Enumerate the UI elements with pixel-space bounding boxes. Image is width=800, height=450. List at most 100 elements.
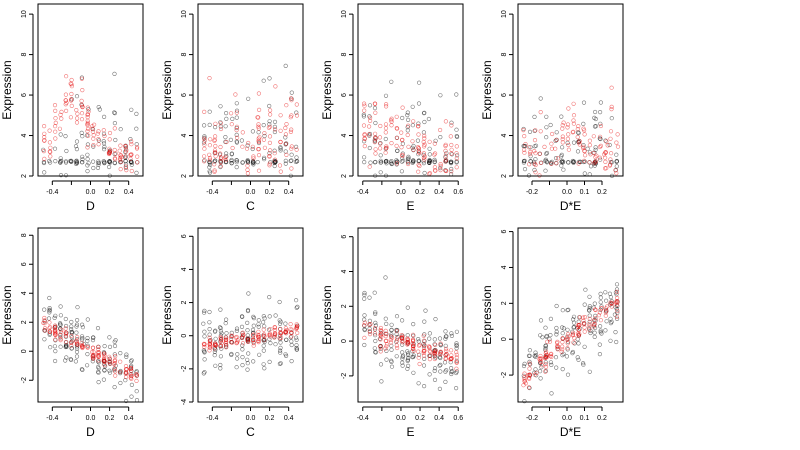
red-point: [591, 150, 596, 156]
red-point: [378, 349, 383, 354]
black-point: [273, 342, 278, 347]
black-point: [58, 335, 63, 340]
black-point: [268, 341, 273, 346]
red-point: [117, 148, 122, 153]
black-point: [395, 159, 400, 164]
red-point: [394, 338, 400, 343]
black-point: [544, 151, 549, 156]
red-point: [224, 335, 229, 340]
red-point: [421, 349, 426, 354]
black-point: [389, 159, 394, 164]
black-point: [544, 150, 550, 156]
black-point: [245, 367, 250, 372]
red-point: [256, 91, 262, 96]
red-point: [86, 133, 91, 138]
red-point: [52, 102, 58, 108]
red-point: [63, 102, 68, 107]
black-point: [422, 384, 427, 389]
black-point: [378, 330, 383, 336]
red-point: [378, 328, 383, 333]
red-point: [560, 134, 565, 139]
black-point: [571, 314, 577, 319]
red-point: [91, 353, 96, 358]
red-point: [80, 344, 85, 349]
red-point: [549, 354, 554, 360]
red-point: [75, 111, 80, 116]
red-point: [432, 348, 438, 353]
black-point: [289, 96, 294, 101]
red-point: [261, 327, 266, 332]
black-point: [582, 159, 588, 164]
black-point: [234, 101, 239, 106]
red-point: [582, 149, 587, 154]
black-point: [63, 159, 69, 164]
red-point: [565, 341, 570, 346]
black-point: [367, 103, 373, 108]
black-point: [597, 136, 602, 141]
black-point: [405, 358, 410, 364]
red-point: [113, 354, 118, 359]
red-point: [268, 334, 273, 339]
y-tick-label: 2: [181, 301, 188, 305]
black-point: [219, 346, 224, 351]
red-point: [278, 169, 283, 174]
red-point: [63, 92, 68, 97]
black-point: [261, 362, 266, 367]
red-point: [218, 151, 223, 156]
black-point: [128, 359, 134, 364]
red-point: [576, 161, 581, 166]
black-point: [294, 335, 299, 340]
red-point: [373, 110, 378, 115]
black-point: [405, 159, 410, 164]
black-point: [561, 167, 566, 172]
red-point: [421, 338, 427, 343]
red-point: [284, 328, 289, 333]
black-point: [74, 354, 80, 359]
y-axis-label: Expression: [160, 60, 174, 119]
black-point: [576, 159, 582, 164]
black-point: [129, 358, 134, 363]
red-point: [599, 306, 604, 311]
red-point: [422, 157, 427, 162]
red-point: [229, 333, 234, 338]
red-point: [294, 113, 300, 118]
black-point: [79, 322, 85, 327]
red-point: [235, 135, 240, 140]
red-point: [262, 334, 267, 339]
black-point: [112, 71, 117, 76]
red-point: [422, 133, 427, 138]
black-point: [411, 322, 416, 327]
panel-8: -0.2 0.0 0.1 0.2 D*E -2 0 2 4 6 Expression: [480, 227, 624, 439]
black-point: [537, 369, 543, 374]
red-point: [207, 348, 212, 353]
panel-1: -0.4 0.0 0.2 0.4 D 2 4 6 8 10 Expression: [0, 3, 144, 213]
y-axis-label: Expression: [320, 285, 334, 344]
black-point: [437, 363, 442, 368]
red-point: [609, 85, 614, 90]
black-point: [278, 340, 283, 345]
black-point: [96, 162, 101, 167]
red-point: [593, 155, 598, 160]
black-point: [449, 331, 454, 336]
red-point: [372, 140, 377, 145]
y-tick-label: 4: [341, 133, 348, 137]
red-point: [202, 159, 207, 164]
red-point: [213, 143, 218, 149]
black-point: [543, 325, 548, 330]
red-point: [566, 334, 571, 339]
red-point: [432, 141, 437, 146]
red-point: [555, 347, 560, 352]
black-point: [262, 324, 267, 329]
black-point: [213, 363, 218, 368]
red-point: [565, 136, 571, 141]
black-point: [289, 158, 294, 163]
black-point: [58, 156, 63, 161]
x-tick-label: 0.0: [86, 415, 96, 422]
red-point: [240, 130, 245, 135]
black-point: [288, 335, 293, 340]
red-point: [53, 331, 58, 336]
red-point: [47, 128, 52, 133]
red-point: [411, 332, 416, 337]
black-point: [544, 125, 549, 130]
black-point: [272, 129, 278, 135]
